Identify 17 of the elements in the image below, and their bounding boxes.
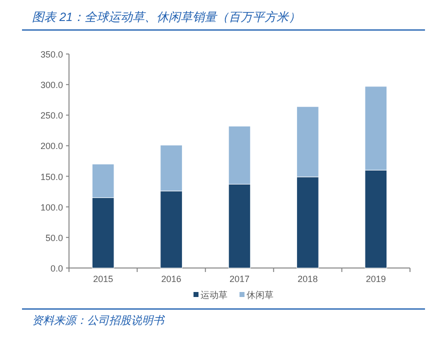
x-tick-label: 2018 — [298, 274, 318, 284]
y-tick-label: 0.0 — [50, 264, 63, 274]
y-tick-label: 200.0 — [40, 141, 63, 152]
x-tick-label: 2017 — [229, 274, 250, 284]
y-tick-label: 250.0 — [40, 110, 63, 121]
x-tick-label: 2016 — [161, 274, 182, 284]
legend-label: 运动草 — [200, 290, 228, 300]
y-tick-label: 350.0 — [40, 50, 63, 60]
y-tick-label: 150.0 — [40, 172, 63, 182]
x-tick-label: 2015 — [93, 274, 114, 284]
legend-label: 休闲草 — [246, 290, 274, 300]
text: 资料来源：公司招股说明书 — [32, 314, 166, 327]
chart-title: 图表 21：全球运动草、休闲草销量（百万平方米） — [32, 10, 301, 24]
y-tick-label: 50.0 — [45, 232, 63, 243]
y-tick-label: 100.0 — [40, 202, 63, 212]
y-tick-label: 300.0 — [40, 80, 63, 90]
x-tick-label: 2019 — [366, 274, 386, 284]
